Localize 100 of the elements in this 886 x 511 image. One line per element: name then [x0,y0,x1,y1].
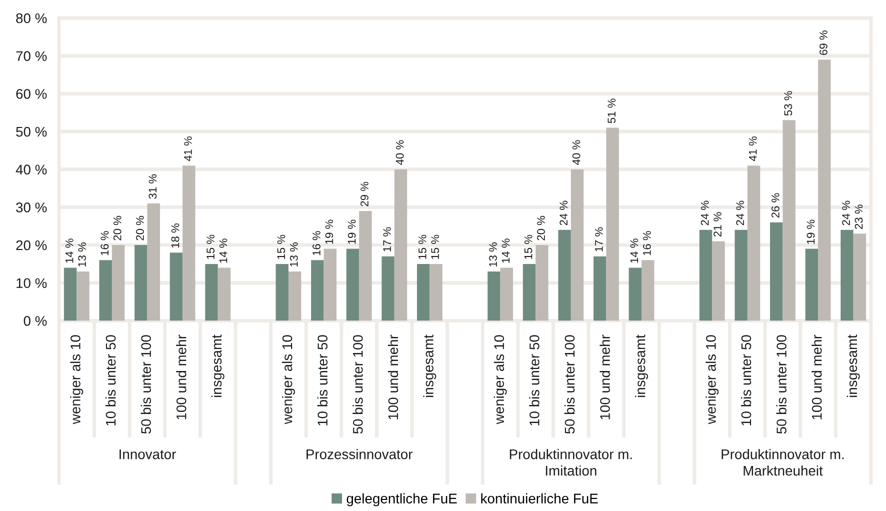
bar [642,260,654,321]
data-label: 15 % [418,234,426,259]
bar [218,268,231,321]
bar [488,272,500,321]
data-label: 24 % [560,200,568,226]
x-tick-label: insgesamt [846,334,860,397]
x-tick-label: 100 und mehr [600,334,610,420]
data-label: 40 % [396,140,404,165]
bar [734,230,748,321]
data-label: 20 % [113,216,122,240]
legend-label: gelegentliche FuE [346,493,457,506]
text: Prozessinnovator [306,449,413,460]
data-label: 13 % [290,242,298,266]
data-label: 24 % [736,200,744,226]
bar [840,230,854,321]
bar [805,248,818,321]
bar [276,264,288,321]
data-label: 41 % [184,136,192,162]
x-tick-label: weniger als 10 [70,335,84,424]
x-tick-label: 100 und mehr [388,334,398,420]
x-tick-label: 10 bis unter 50 [740,335,752,426]
x-tick-label: 10 bis unter 50 [105,335,116,426]
bar [606,128,619,321]
data-label: 13 % [78,242,86,266]
x-tick-label: weniger als 10 [706,335,719,424]
data-label: 14 % [219,238,228,263]
data-label: 29 % [360,182,368,206]
x-tick-label: 10 bis unter 50 [529,335,540,426]
y-tick-label: 20 % [16,240,47,250]
x-tick-label: insgesamt [423,334,436,397]
data-label: 15 % [277,234,286,259]
data-label: 53 % [784,91,792,116]
bar [382,256,394,321]
data-label: 69 % [820,30,828,55]
bar [112,245,125,321]
data-label: 21 % [714,212,722,237]
text: Innovator [120,450,176,460]
data-label: 15 % [206,234,214,259]
bar [430,264,442,321]
bar [311,260,324,321]
data-label: 31 % [148,174,157,199]
x-tick-label: weniger als 10 [282,335,295,424]
x-tick-label: 10 bis unter 50 [317,335,328,426]
y-tick-label: 80 % [16,13,47,24]
data-label: 19 % [325,220,334,244]
data-label: 16 % [312,231,320,256]
data-label: 16 % [642,231,651,256]
bar [99,260,112,321]
bar [416,264,430,321]
y-tick-label: 50 % [16,126,47,137]
x-tick-label: 50 bis unter 100 [564,335,575,434]
data-label: 17 % [383,227,391,252]
data-label: 18 % [171,223,180,248]
bar [782,120,796,321]
data-label: 17 % [595,227,603,252]
y-tick-label: 70 % [16,51,47,62]
bar [346,248,360,321]
x-tick-label: insgesamt [635,334,648,397]
data-label: 20 % [537,216,545,240]
bar [500,268,514,321]
bar [818,60,831,321]
legend-label: kontinuierliche FuE [481,493,598,504]
data-label: 23 % [854,204,863,229]
data-label: 14 % [502,238,510,263]
bar [853,234,866,321]
data-label: 14 % [630,238,638,263]
x-tick-label: 50 bis unter 100 [352,335,363,434]
bar [558,230,571,321]
bar [570,169,584,321]
data-label: 14 % [65,238,74,263]
bar [394,169,408,321]
y-tick-label: 30 % [16,202,47,212]
data-label: 19 % [348,220,356,244]
bar [288,272,302,321]
data-label: 19 % [806,220,815,244]
data-label: 40 % [572,140,580,165]
bar [64,268,77,321]
data-label: 16 % [100,231,109,256]
data-label: 15 % [431,234,440,259]
data-label: 41 % [748,136,757,162]
data-label: 15 % [524,234,532,259]
x-tick-label: 50 bis unter 100 [776,335,786,434]
data-label: 24 % [842,200,850,226]
bar [536,245,548,321]
y-tick-label: 10 % [16,278,47,288]
bar [712,241,725,321]
bar [170,252,183,321]
data-label: 13 % [489,242,497,266]
x-tick-label: 100 und mehr [176,334,186,420]
bar [324,248,336,321]
bar [147,203,160,321]
bar [359,210,372,321]
bar [770,222,783,321]
data-label: 51 % [608,98,616,124]
y-tick-label: 0 % [24,316,47,326]
x-tick-label: 100 und mehr [812,334,822,420]
y-tick-label: 40 % [16,164,47,175]
bar [699,230,712,321]
bar [182,166,196,321]
text: Produktinnovator m. Marktneuheit [722,449,844,476]
